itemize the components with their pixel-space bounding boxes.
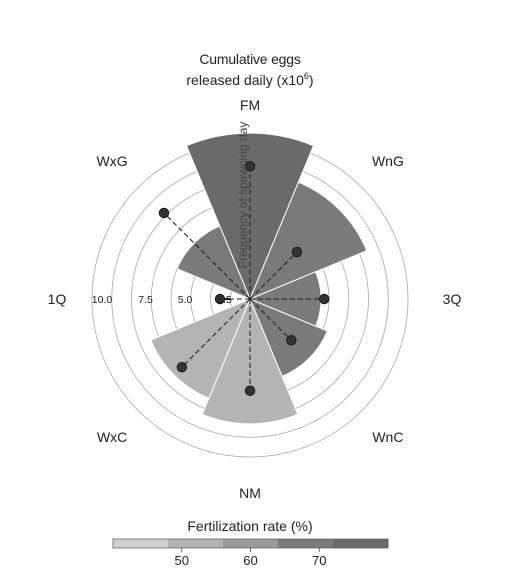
category-label-FM: FM (240, 97, 260, 113)
colorbar-segment (278, 539, 334, 548)
colorbar-tick-label-70: 70 (312, 553, 326, 568)
category-label-WxC: WxC (97, 429, 127, 445)
radial-tick-10.0: 10.0 (92, 294, 113, 306)
bar-group (150, 132, 368, 425)
frequency-point-FM (244, 161, 256, 172)
frequency-point-3Q (319, 293, 330, 305)
spawning-frequency-points (158, 161, 330, 396)
frequency-point-WnG (291, 246, 303, 258)
colorbar-tick-label-50: 50 (175, 553, 189, 568)
category-labels: FM WnG 3Q WnC NM WxC 1Q WxG (48, 97, 462, 501)
colorbar: 50 60 70 (112, 538, 389, 568)
chart-title-line2: released daily (x106) (0, 71, 500, 88)
category-label-3Q: 3Q (443, 291, 462, 307)
frequency-line-WxG (163, 212, 251, 300)
frequency-point-WnC (286, 335, 297, 346)
colorbar-segment (113, 539, 169, 548)
colorbar-title: Fertilization rate (%) (187, 518, 313, 534)
radial-tick-labels: 2.5 5.0 7.5 10.0 (92, 294, 232, 306)
category-label-WnG: WnG (372, 153, 404, 169)
colorbar-tick-label-60: 60 (243, 553, 257, 568)
frequency-line-WnG (249, 251, 298, 300)
colorbar-segment (168, 539, 224, 548)
category-label-WnC: WnC (372, 429, 403, 445)
category-label-NM: NM (239, 485, 261, 501)
frequency-point-1Q (214, 293, 226, 305)
radial-tick-5.0: 5.0 (178, 294, 193, 306)
title-text-end: ) (308, 72, 314, 88)
frequency-line-WxC (181, 298, 251, 368)
bar-NM (201, 297, 299, 425)
frequency-line-WnC (249, 298, 292, 341)
frequency-point-WxC (176, 361, 188, 373)
radial-axis-label: Frequency of spawning day (236, 122, 250, 269)
colorbar-segment (333, 539, 389, 548)
colorbar-segment (223, 539, 279, 548)
frequency-point-WxG (158, 207, 170, 219)
title-text: released daily (x10 (186, 72, 304, 88)
radial-tick-2.5: 2.5 (217, 294, 232, 306)
frequency-point-NM (244, 385, 256, 396)
radial-tick-7.5: 7.5 (138, 294, 153, 306)
chart-title-line1: Cumulative eggs (199, 51, 301, 67)
category-label-WxG: WxG (97, 153, 128, 169)
title-superscript: 6 (303, 71, 309, 81)
category-label-1Q: 1Q (48, 291, 67, 307)
spawning-frequency-lines (163, 166, 325, 391)
